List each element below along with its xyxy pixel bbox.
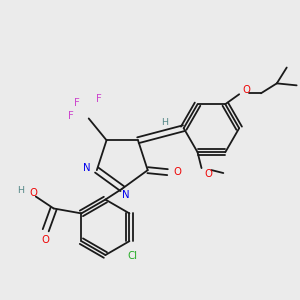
Text: F: F bbox=[96, 94, 101, 103]
Text: Cl: Cl bbox=[128, 251, 137, 261]
Text: O: O bbox=[30, 188, 38, 198]
Text: O: O bbox=[205, 169, 212, 179]
Text: O: O bbox=[242, 85, 250, 95]
Text: F: F bbox=[74, 98, 80, 108]
Text: N: N bbox=[83, 163, 91, 173]
Text: H: H bbox=[161, 118, 168, 127]
Text: N: N bbox=[122, 190, 130, 200]
Text: F: F bbox=[68, 112, 74, 122]
Text: H: H bbox=[17, 186, 24, 195]
Text: O: O bbox=[173, 167, 181, 177]
Text: O: O bbox=[42, 235, 50, 245]
